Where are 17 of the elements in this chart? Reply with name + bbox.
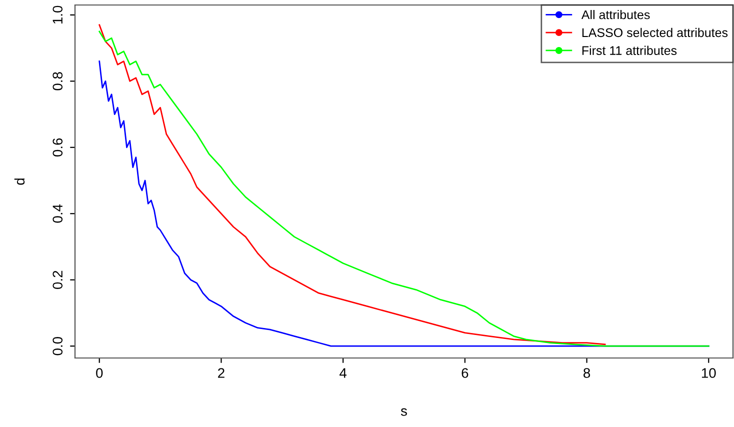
x-axis-title: s bbox=[400, 408, 407, 416]
x-tick-label: 10 bbox=[702, 368, 716, 378]
legend-label: First 11 attributes bbox=[582, 46, 677, 55]
x-tick-label: 6 bbox=[462, 368, 468, 378]
y-tick-label: 0.8 bbox=[52, 72, 63, 90]
y-tick-label: 0.6 bbox=[52, 138, 63, 156]
x-tick-label: 0 bbox=[96, 368, 103, 378]
x-tick-label: 8 bbox=[584, 368, 590, 378]
legend-label: LASSO selected attributes bbox=[582, 28, 728, 38]
x-tick-label: 2 bbox=[218, 368, 224, 378]
legend-label: All attributes bbox=[581, 10, 650, 20]
y-tick-label: 0.4 bbox=[52, 204, 63, 223]
y-tick-label: 1.0 bbox=[52, 6, 63, 24]
y-axis-title: d bbox=[14, 178, 25, 185]
y-tick-label: 0.2 bbox=[52, 270, 63, 289]
x-tick-label: 4 bbox=[340, 368, 347, 378]
y-tick-label: 0.0 bbox=[52, 336, 63, 356]
